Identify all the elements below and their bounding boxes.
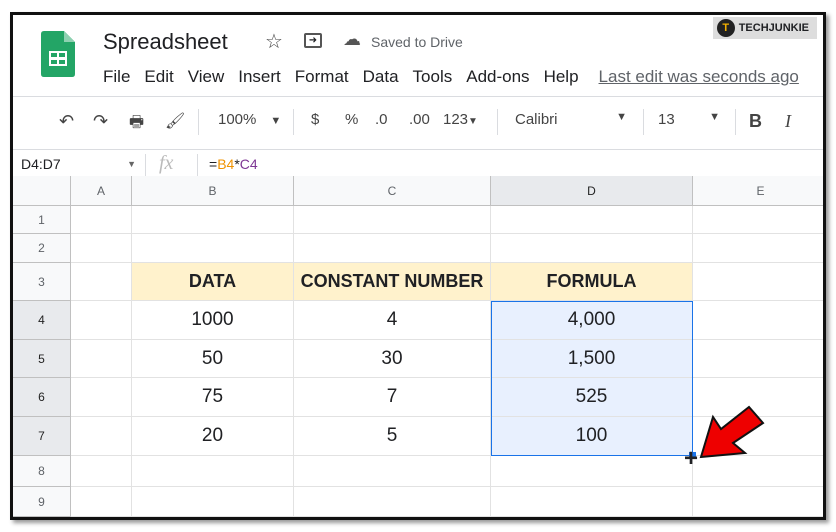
column-header-C[interactable]: C xyxy=(294,176,491,206)
menu-help[interactable]: Help xyxy=(543,67,579,86)
data-cell[interactable]: 1,500 xyxy=(491,340,693,378)
data-cell[interactable]: 50 xyxy=(132,340,294,378)
column-header-D[interactable]: D xyxy=(491,176,693,206)
percent-button[interactable]: % xyxy=(345,111,359,128)
sheets-logo-icon xyxy=(41,31,75,77)
data-cell[interactable]: 525 xyxy=(491,378,693,417)
fx-icon: fx xyxy=(159,152,174,174)
move-folder-icon[interactable]: ➜ xyxy=(304,33,322,48)
redo-icon[interactable]: ↷ xyxy=(93,111,109,131)
cell[interactable] xyxy=(294,206,491,234)
row-header-4[interactable]: 4 xyxy=(13,301,71,340)
menu-addons[interactable]: Add-ons xyxy=(466,67,530,86)
sheets-window: T TECHJUNKIE Spreadsheet ☆ ➜ ☁ Saved to D… xyxy=(10,12,826,520)
cell[interactable] xyxy=(71,206,132,234)
cloud-saved-icon: ☁ xyxy=(343,29,361,49)
row-header-3[interactable]: 3 xyxy=(13,263,71,301)
paint-format-icon[interactable]: 🖌 xyxy=(165,113,186,130)
cell[interactable] xyxy=(693,487,823,517)
menu-data[interactable]: Data xyxy=(362,67,399,86)
cell[interactable] xyxy=(491,487,693,517)
select-all-corner[interactable] xyxy=(13,176,71,206)
decrease-decimal-button[interactable]: .0 xyxy=(375,111,388,128)
cell[interactable] xyxy=(132,234,294,263)
data-cell[interactable]: 30 xyxy=(294,340,491,378)
cell[interactable] xyxy=(71,417,132,456)
techjunkie-watermark: T TECHJUNKIE xyxy=(712,17,817,39)
cell[interactable] xyxy=(693,263,823,301)
zoom-select[interactable]: 100% ▼ xyxy=(218,111,282,128)
document-title[interactable]: Spreadsheet xyxy=(103,29,228,54)
column-header-B[interactable]: B xyxy=(132,176,294,206)
cell[interactable] xyxy=(294,487,491,517)
menu-view[interactable]: View xyxy=(187,67,225,86)
cell[interactable] xyxy=(71,456,132,487)
spreadsheet-grid[interactable]: A B C D E 1 2 3 4 5 6 7 8 9 DATA CONSTANT NUMBER FORMULA… xyxy=(13,176,823,517)
row-header-8[interactable]: 8 xyxy=(13,456,71,487)
cell[interactable] xyxy=(491,234,693,263)
header-cell[interactable]: CONSTANT NUMBER xyxy=(294,263,491,301)
cell[interactable] xyxy=(71,487,132,517)
cell[interactable] xyxy=(693,340,823,378)
menu-file[interactable]: File xyxy=(103,67,131,86)
cell[interactable] xyxy=(693,417,823,456)
cell[interactable] xyxy=(71,263,132,301)
data-cell[interactable]: 4 xyxy=(294,301,491,340)
row-header-1[interactable]: 1 xyxy=(13,206,71,234)
data-cell[interactable]: 4,000 xyxy=(491,301,693,340)
more-formats-button[interactable]: 123▼ xyxy=(443,111,478,128)
menu-format[interactable]: Format xyxy=(294,67,349,86)
undo-icon[interactable]: ↶ xyxy=(59,111,75,131)
cell[interactable] xyxy=(491,456,693,487)
cell[interactable] xyxy=(491,206,693,234)
row-header-9[interactable]: 9 xyxy=(13,487,71,517)
italic-button[interactable]: I xyxy=(785,111,791,131)
cell[interactable] xyxy=(71,340,132,378)
data-cell[interactable]: 5 xyxy=(294,417,491,456)
header-cell[interactable]: DATA xyxy=(132,263,294,301)
cell[interactable] xyxy=(132,456,294,487)
font-size-select[interactable]: 13 ▼ xyxy=(658,111,720,128)
cell[interactable] xyxy=(693,206,823,234)
increase-decimal-button[interactable]: .00 xyxy=(409,111,430,128)
cell[interactable] xyxy=(132,206,294,234)
crosshair-cursor-icon: + xyxy=(684,445,699,472)
cell[interactable] xyxy=(132,487,294,517)
cell[interactable] xyxy=(294,234,491,263)
print-icon[interactable]: 🖶 xyxy=(129,114,145,131)
data-cell[interactable]: 100 xyxy=(491,417,693,456)
font-select[interactable]: Calibri ▼ xyxy=(515,111,627,128)
data-cell[interactable]: 20 xyxy=(132,417,294,456)
saved-status: Saved to Drive xyxy=(371,34,463,50)
header-cell[interactable]: FORMULA xyxy=(491,263,693,301)
star-icon[interactable]: ☆ xyxy=(265,31,283,53)
name-box[interactable]: D4:D7 ▼ xyxy=(21,156,136,172)
cell[interactable] xyxy=(71,301,132,340)
currency-button[interactable]: $ xyxy=(311,111,320,128)
column-header-E[interactable]: E xyxy=(693,176,823,206)
cell[interactable] xyxy=(693,234,823,263)
menu-insert[interactable]: Insert xyxy=(238,67,281,86)
cell[interactable] xyxy=(71,378,132,417)
red-arrow-annotation xyxy=(699,405,765,459)
row-header-2[interactable]: 2 xyxy=(13,234,71,263)
row-header-7[interactable]: 7 xyxy=(13,417,71,456)
cell[interactable] xyxy=(693,456,823,487)
menu-tools[interactable]: Tools xyxy=(412,67,453,86)
data-cell[interactable]: 7 xyxy=(294,378,491,417)
bold-button[interactable]: B xyxy=(749,111,762,131)
row-header-5[interactable]: 5 xyxy=(13,340,71,378)
last-edit-link[interactable]: Last edit was seconds ago xyxy=(598,67,799,86)
cell[interactable] xyxy=(71,234,132,263)
menu-edit[interactable]: Edit xyxy=(144,67,174,86)
formula-input[interactable]: =B4*C4 xyxy=(209,156,258,172)
cell[interactable] xyxy=(294,456,491,487)
cell[interactable] xyxy=(693,301,823,340)
fill-handle[interactable] xyxy=(689,452,696,459)
data-cell[interactable]: 1000 xyxy=(132,301,294,340)
data-cell[interactable]: 75 xyxy=(132,378,294,417)
row-header-6[interactable]: 6 xyxy=(13,378,71,417)
column-header-A[interactable]: A xyxy=(71,176,132,206)
